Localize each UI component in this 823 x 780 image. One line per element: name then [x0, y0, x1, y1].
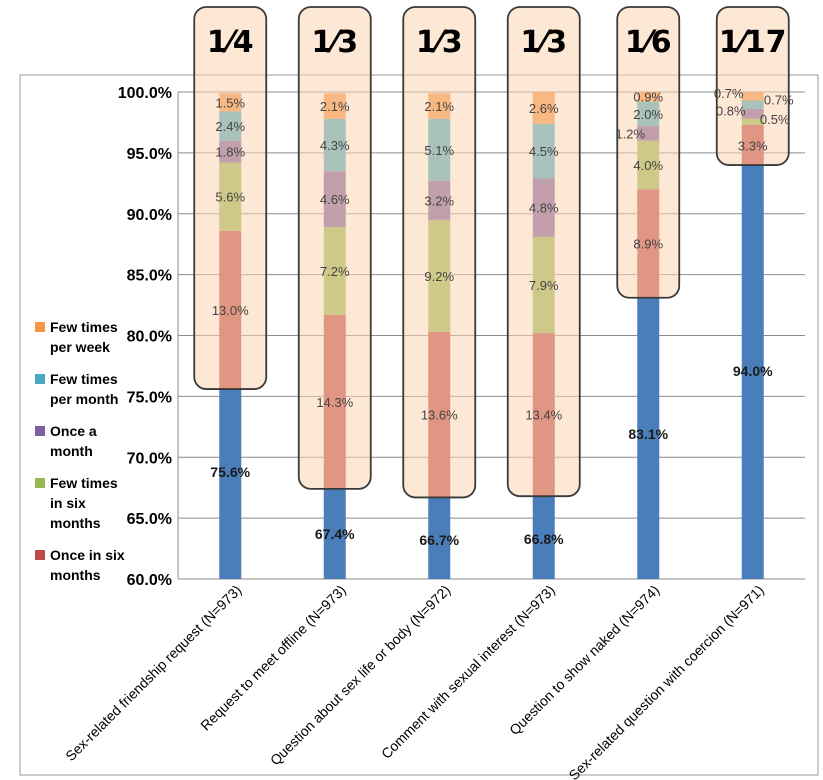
fraction-annotation: 1⁄4 [207, 25, 254, 60]
y-tick-label: 100.0% [118, 85, 172, 102]
data-label: 66.8% [524, 531, 564, 547]
highlight-box [193, 6, 268, 390]
y-tick-label: 75.0% [127, 389, 172, 406]
legend-label: Once a [50, 423, 97, 439]
fraction-annotation: 1⁄6 [625, 25, 672, 60]
legend-swatch [35, 550, 45, 560]
category-label: Comment with sexual interest (N=973) [378, 582, 558, 762]
highlight-box [506, 6, 581, 498]
legend-label: months [50, 515, 101, 531]
data-label: 0.8% [716, 103, 746, 118]
data-label: 4.5% [529, 144, 559, 159]
data-label: 13.6% [421, 408, 458, 423]
data-label: 3.2% [424, 193, 454, 208]
data-label: 7.2% [320, 264, 350, 279]
y-tick-label: 65.0% [127, 511, 172, 528]
legend-label: Few times [50, 319, 118, 335]
fraction-annotation: 1⁄3 [416, 25, 463, 60]
highlight-box [402, 6, 477, 499]
data-label: 1.8% [215, 145, 245, 160]
data-label: 5.1% [424, 143, 454, 158]
y-tick-label: 80.0% [127, 329, 172, 346]
y-tick-label: 90.0% [127, 207, 172, 224]
data-label: 4.3% [320, 138, 350, 153]
bar-segment [741, 165, 764, 580]
data-label: 66.7% [419, 532, 459, 548]
data-label: 83.1% [628, 426, 668, 442]
legend-swatch [35, 322, 45, 332]
legend-label: month [50, 443, 93, 459]
data-label: 94.0% [733, 363, 773, 379]
fraction-annotation: 1⁄3 [311, 25, 358, 60]
highlight-box [616, 6, 681, 299]
legend-label: Few times [50, 371, 118, 387]
legend-label: months [50, 567, 101, 583]
legend-swatch [35, 426, 45, 436]
category-label: Question about sex life or body (N=972) [267, 582, 454, 769]
data-label: 0.9% [633, 89, 663, 104]
fraction-annotation: 1⁄17 [719, 25, 787, 60]
legend-label: Once in six [50, 547, 125, 563]
bar-segment [219, 389, 242, 579]
data-label: 2.1% [424, 99, 454, 114]
data-label: 13.4% [525, 408, 562, 423]
data-label: 0.7% [764, 92, 794, 107]
data-label: 0.7% [714, 86, 744, 101]
y-tick-label: 85.0% [127, 268, 172, 285]
data-label: 75.6% [210, 464, 250, 480]
category-label: Sex-related friendship request (N=973) [62, 582, 244, 764]
bar-segment [428, 497, 451, 579]
data-label: 2.4% [215, 119, 245, 134]
highlight-box [297, 6, 372, 490]
data-label: 2.0% [633, 107, 663, 122]
legend-label: per month [50, 391, 118, 407]
data-label: 4.8% [529, 201, 559, 216]
data-label: 1.2% [615, 126, 645, 141]
data-label: 7.9% [529, 278, 559, 293]
data-label: 2.1% [320, 99, 350, 114]
legend-label: per week [50, 339, 110, 355]
bar-segment [532, 496, 555, 579]
data-label: 2.6% [529, 101, 559, 116]
data-label: 5.6% [215, 190, 245, 205]
data-label: 3.3% [738, 139, 768, 154]
data-label: 14.3% [316, 395, 353, 410]
y-tick-label: 95.0% [127, 146, 172, 163]
data-label: 13.0% [212, 303, 249, 318]
data-label: 4.0% [633, 158, 663, 173]
legend-label: Few times [50, 475, 118, 491]
legend-swatch [35, 374, 45, 384]
bar-segment [637, 297, 660, 579]
data-label: 0.5% [760, 112, 790, 127]
fraction-annotation: 1⁄3 [520, 25, 567, 60]
y-tick-label: 70.0% [127, 450, 172, 467]
data-label: 67.4% [315, 526, 355, 542]
highlight-box [715, 6, 790, 166]
data-label: 9.2% [424, 269, 454, 284]
data-label: 4.6% [320, 192, 350, 207]
y-tick-label: 60.0% [127, 572, 172, 589]
category-label: Sex-related question with coercion (N=97… [565, 582, 766, 780]
legend-swatch [35, 478, 45, 488]
data-label: 1.5% [215, 95, 245, 110]
legend-label: in six [50, 495, 86, 511]
data-label: 8.9% [633, 237, 663, 252]
bar-segment [323, 488, 346, 579]
